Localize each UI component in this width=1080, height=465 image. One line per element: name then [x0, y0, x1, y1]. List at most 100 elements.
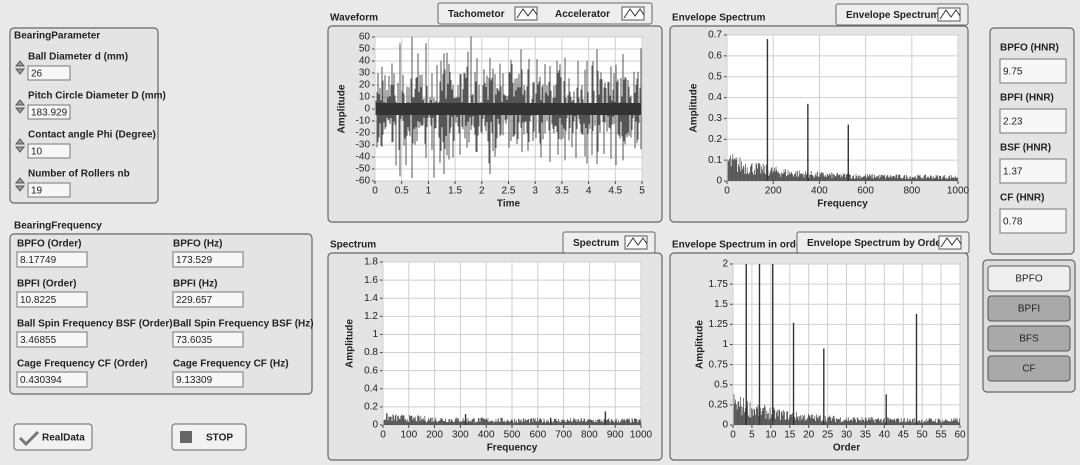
y-tick-label: 0.4	[708, 92, 722, 103]
field-value-box[interactable]	[16, 371, 88, 388]
y-tick-label: 1.75	[709, 279, 729, 290]
field-label: Number of Rollers nb	[28, 169, 130, 180]
field-label: Cage Frequency CF (Hz)	[173, 359, 289, 370]
field-value-box[interactable]	[172, 251, 244, 268]
field-value-box[interactable]	[27, 182, 71, 198]
field-label: BSF (HNR)	[1000, 143, 1051, 154]
field-value: 10	[31, 147, 43, 158]
x-tick-label: 1000	[947, 186, 970, 197]
x-tick-label: 600	[857, 186, 874, 197]
field-value: 173.529	[176, 255, 213, 266]
y-tick-label: 30	[359, 68, 371, 79]
spinner[interactable]	[14, 99, 26, 114]
spinner[interactable]	[14, 138, 26, 153]
panel	[9, 233, 313, 395]
x-tick-label: 1000	[630, 430, 653, 441]
button[interactable]	[13, 423, 93, 451]
field-value: 1.37	[1003, 167, 1023, 178]
noise-texture	[383, 413, 642, 425]
x-tick-label: 30	[841, 430, 853, 441]
x-tick-label: 10	[765, 430, 777, 441]
x-tick-label: 0	[730, 430, 736, 441]
x-tick-label: 55	[936, 430, 948, 441]
x-tick-label: 3	[532, 186, 538, 197]
x-tick-label: 200	[765, 186, 782, 197]
y-tick-label: 40	[359, 56, 371, 67]
y-tick-label: 0.4	[364, 383, 378, 394]
x-tick-label: 0	[380, 430, 386, 441]
check-icon	[18, 430, 40, 447]
field-label: BPFO (Order)	[17, 239, 81, 250]
field-value: 10.8225	[20, 295, 57, 306]
x-tick-label: 0	[724, 186, 730, 197]
plot-area	[726, 34, 959, 182]
button-label: RealData	[42, 433, 85, 444]
field-label: BPFO (Hz)	[173, 239, 222, 250]
spinner[interactable]	[14, 177, 26, 192]
field-value-box[interactable]	[999, 208, 1067, 234]
y-tick-label: 0.25	[709, 400, 729, 411]
y-tick-label: -30	[356, 140, 371, 151]
field-value-box[interactable]	[999, 58, 1067, 84]
legend-label: Envelope Spectrum by Order	[807, 238, 945, 249]
button[interactable]	[987, 295, 1071, 322]
field-value-box[interactable]	[16, 331, 88, 348]
y-tick-label: 50	[359, 44, 371, 55]
button[interactable]	[987, 265, 1071, 292]
x-tick-label: 5	[749, 430, 755, 441]
x-axis-label: Time	[497, 199, 521, 210]
x-tick-label: 700	[555, 430, 572, 441]
panel	[989, 27, 1075, 255]
x-tick-label: 25	[822, 430, 834, 441]
y-tick-label: 1.6	[364, 275, 378, 286]
field-label: BPFO (HNR)	[1000, 43, 1059, 54]
field-label: BPFI (Hz)	[173, 279, 217, 290]
x-tick-label: 20	[803, 430, 815, 441]
x-tick-label: 200	[426, 430, 443, 441]
field-value-box[interactable]	[172, 371, 244, 388]
field-value-box[interactable]	[27, 65, 71, 81]
field-value: 229.657	[176, 295, 213, 306]
spinner[interactable]	[14, 60, 26, 75]
x-tick-label: 0.5	[395, 186, 409, 197]
x-tick-label: 500	[504, 430, 521, 441]
field-value: 73.6035	[176, 335, 213, 346]
y-tick-label: 20	[359, 80, 371, 91]
x-tick-label: 800	[903, 186, 920, 197]
field-value: 0.78	[1003, 217, 1023, 228]
field-label: Ball Spin Frequency BSF (Order)	[17, 319, 173, 330]
section-title: BearingFrequency	[14, 221, 102, 232]
y-tick-label: 1	[372, 329, 378, 340]
button[interactable]	[171, 423, 247, 451]
legend	[796, 231, 970, 254]
y-tick-label: 0.6	[364, 365, 378, 376]
field-value-box[interactable]	[999, 158, 1067, 184]
y-tick-label: -40	[356, 152, 371, 163]
y-tick-label: 0	[364, 104, 370, 115]
field-value-box[interactable]	[172, 331, 244, 348]
legend-label: Accelerator	[555, 9, 610, 20]
field-value-box[interactable]	[27, 104, 71, 120]
button[interactable]	[987, 355, 1071, 382]
x-tick-label: 35	[860, 430, 872, 441]
field-value-box[interactable]	[16, 291, 88, 308]
x-tick-label: 900	[607, 430, 624, 441]
y-tick-label: 0.5	[708, 71, 722, 82]
field-value-box[interactable]	[16, 251, 88, 268]
button-label: BPFO	[1015, 274, 1042, 285]
button-label: CF	[1022, 364, 1035, 375]
button[interactable]	[987, 325, 1071, 352]
field-value-box[interactable]	[999, 108, 1067, 134]
button-label: STOP	[206, 433, 233, 444]
legend-swatch	[939, 9, 961, 20]
field-value-box[interactable]	[27, 143, 71, 159]
chart-title: Waveform	[330, 13, 378, 24]
x-tick-label: 15	[784, 430, 796, 441]
legend-swatch	[516, 8, 538, 19]
x-axis-label: Frequency	[817, 199, 868, 210]
field-value-box[interactable]	[172, 291, 244, 308]
y-tick-label: 10	[359, 92, 371, 103]
field-label: Ball Spin Frequency BSF (Hz)	[173, 319, 314, 330]
field-label: BPFI (HNR)	[1000, 93, 1054, 104]
